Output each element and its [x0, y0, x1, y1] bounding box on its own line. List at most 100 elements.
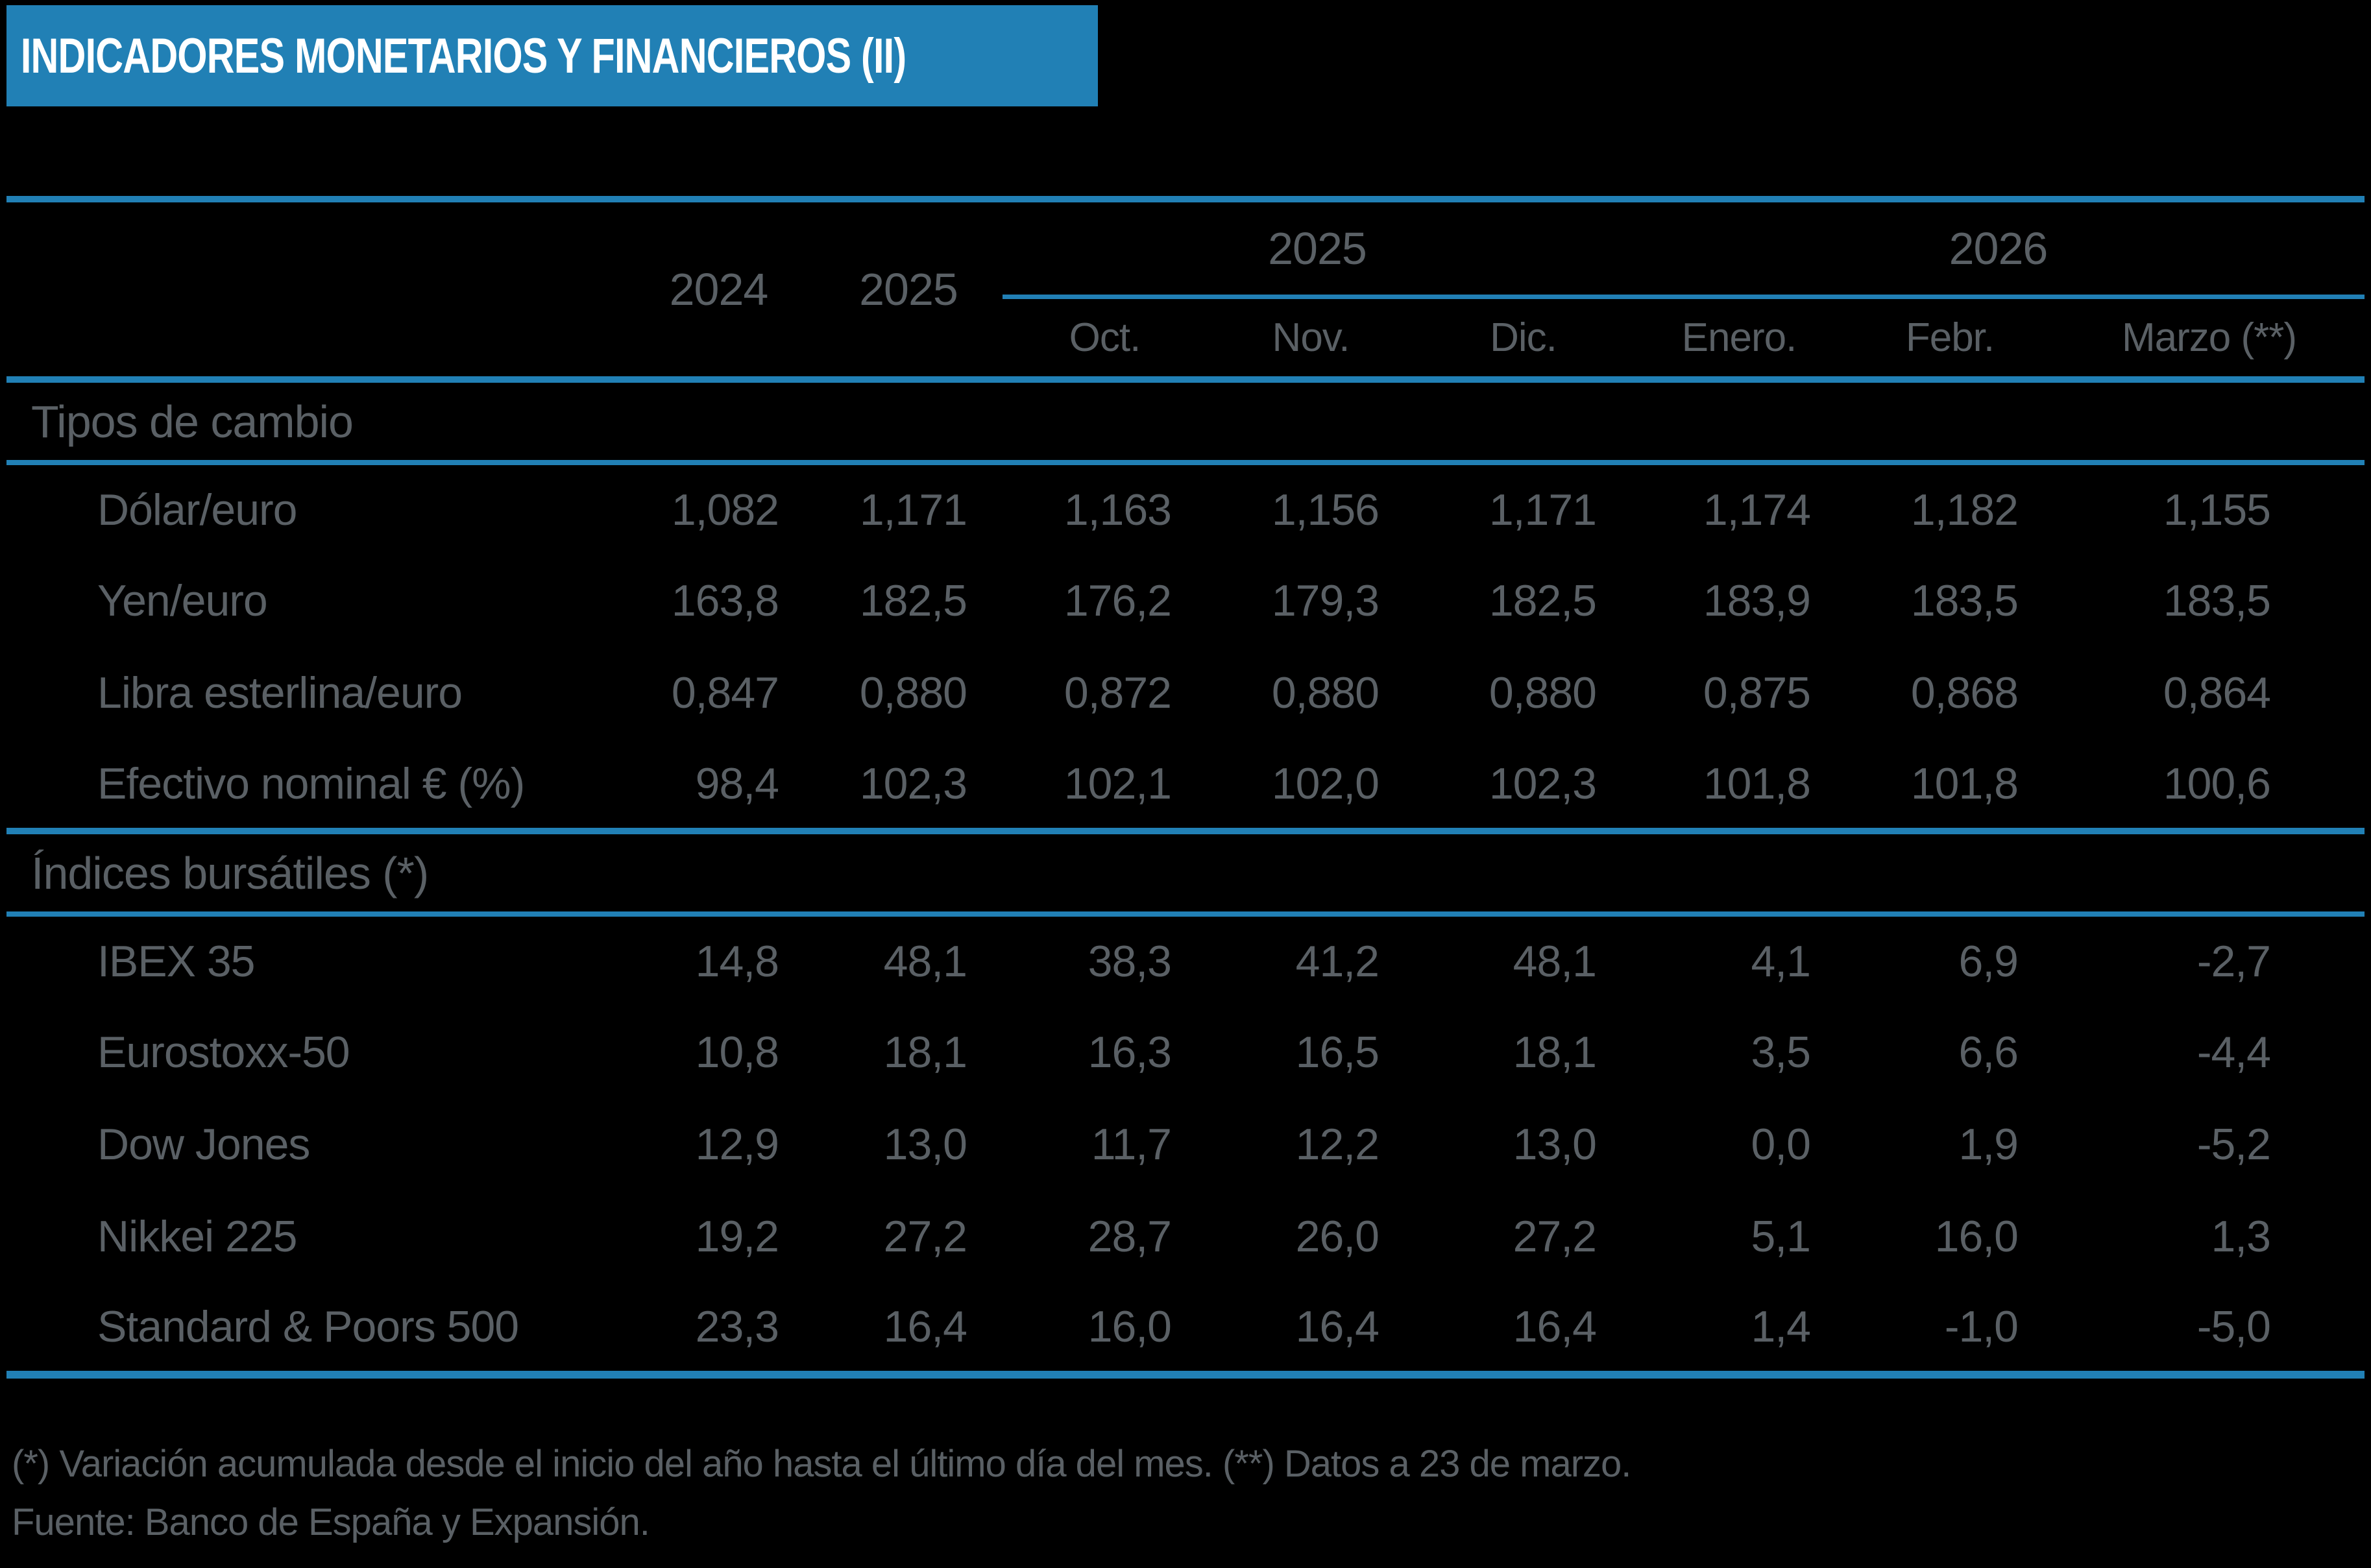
value-cell: 182,5 [1489, 576, 1597, 625]
value-cell: 183,9 [1703, 576, 1811, 625]
value-cell: 1,163 [1064, 485, 1172, 535]
value-cell: 0,868 [1910, 668, 2019, 718]
section-label: Índices bursátiles (*) [6, 831, 2365, 917]
value-cell: 16,0 [1934, 1212, 2019, 1261]
value-cell: 102,1 [1003, 739, 1207, 834]
value-cell: 6,6 [1958, 1028, 2019, 1077]
row-label: Yen/euro [97, 576, 268, 625]
value-cell: 183,5 [2163, 576, 2271, 625]
row-label: IBEX 35 [97, 937, 256, 986]
page-title: INDICADORES MONETARIOS Y FINANCIEROS (II… [20, 28, 906, 84]
value-cell: 0,0 [1751, 1120, 1811, 1169]
value-cell: 102,3 [814, 739, 1003, 834]
value-cell: 176,2 [1064, 576, 1172, 625]
value-cell: 27,2 [883, 1212, 967, 1261]
month-header-oct: Oct. [1003, 296, 1207, 383]
row-label: Eurostoxx-50 [97, 1028, 350, 1077]
value-cell: -2,7 [2196, 937, 2271, 986]
value-cell: 5,1 [1751, 1212, 1811, 1261]
value-cell: 23,3 [623, 1283, 814, 1379]
value-cell: 0,864 [2163, 668, 2271, 718]
value-cell: 0,880 [859, 668, 967, 718]
footnote-line: (*) Variación acumulada desde el inicio … [12, 1443, 1631, 1485]
section-row-tipos-de-cambio: Tipos de cambio [6, 380, 2365, 465]
value-cell: 12,9 [695, 1120, 779, 1169]
value-cell: 163,8 [671, 576, 779, 625]
table-row-libra-esterlina-euro: Libra esterlina/euro 0,847 0,880 0,872 0… [6, 647, 2365, 739]
table-row-dolar-euro: Dólar/euro 1,082 1,171 1,163 1,156 1,171… [6, 463, 2365, 555]
section-row-indices-bursatiles: Índices bursátiles (*) [6, 831, 2365, 917]
value-cell: 1,156 [1271, 485, 1380, 535]
table-row-yen-euro: Yen/euro 163,8 182,5 176,2 179,3 182,5 1… [6, 555, 2365, 647]
value-cell: 19,2 [695, 1212, 779, 1261]
value-cell: 48,1 [883, 937, 967, 986]
corner-cell [6, 199, 623, 383]
value-cell: 100,6 [2054, 739, 2365, 834]
value-cell: 13,0 [883, 1120, 967, 1169]
value-cell: 38,3 [1088, 937, 1172, 986]
month-header-enero: Enero. [1632, 296, 1846, 383]
value-cell: -4,4 [2196, 1028, 2271, 1077]
value-cell: 27,2 [1513, 1212, 1597, 1261]
header-month-row: Oct. Nov. Dic. Enero. Febr. Marzo (**) [6, 296, 2365, 383]
month-header-nov: Nov. [1207, 296, 1415, 383]
value-cell: 1,082 [671, 485, 779, 535]
title-bar: INDICADORES MONETARIOS Y FINANCIEROS (II… [6, 5, 1098, 106]
value-cell: -5,0 [2054, 1283, 2365, 1379]
month-header-febr: Febr. [1846, 296, 2054, 383]
row-label: Nikkei 225 [97, 1212, 298, 1261]
value-cell: 1,171 [859, 485, 967, 535]
table-row-standard-poors-500: Standard & Poors 500 23,3 16,4 16,0 16,4… [6, 1283, 2365, 1379]
value-cell: 0,880 [1489, 668, 1597, 718]
value-cell: 1,174 [1703, 485, 1811, 535]
value-cell: 28,7 [1088, 1212, 1172, 1261]
value-cell: 18,1 [1513, 1028, 1597, 1077]
table-row-efectivo-nominal: Efectivo nominal € (%) 98,4 102,3 102,1 … [6, 739, 2365, 834]
value-cell: 0,847 [671, 668, 779, 718]
value-cell: 4,1 [1751, 937, 1811, 986]
value-cell: 16,4 [814, 1283, 1003, 1379]
value-cell: -5,2 [2196, 1120, 2271, 1169]
section-label: Tipos de cambio [6, 380, 2365, 465]
footnotes: (*) Variación acumulada desde el inicio … [12, 1435, 1631, 1552]
header-group-row: 2024 2025 2025 2026 [6, 199, 2365, 383]
source-line: Fuente: Banco de España y Expansión. [12, 1501, 650, 1543]
table-row-nikkei-225: Nikkei 225 19,2 27,2 28,7 26,0 27,2 5,1 … [6, 1190, 2365, 1283]
table-wrap: 2024 2025 2025 2026 Oct. Nov. Dic. Enero… [6, 196, 2365, 1379]
value-cell: 182,5 [859, 576, 967, 625]
value-cell: 1,182 [1910, 485, 2019, 535]
value-cell: 0,880 [1271, 668, 1380, 718]
indicators-table: 2024 2025 2025 2026 Oct. Nov. Dic. Enero… [6, 196, 2365, 1379]
value-cell: 16,4 [1207, 1283, 1415, 1379]
value-cell: 183,5 [1910, 576, 2019, 625]
value-cell: 0,872 [1064, 668, 1172, 718]
value-cell: 16,4 [1415, 1283, 1632, 1379]
value-cell: 3,5 [1751, 1028, 1811, 1077]
value-cell: 102,3 [1415, 739, 1632, 834]
year-header-2024: 2024 [623, 199, 814, 383]
table-row-eurostoxx-50: Eurostoxx-50 10,8 18,1 16,3 16,5 18,1 3,… [6, 1006, 2365, 1098]
year-header-2025: 2025 [814, 199, 1003, 383]
group-header-2026: 2026 [1632, 199, 2365, 299]
value-cell: -1,0 [1846, 1283, 2054, 1379]
value-cell: 13,0 [1513, 1120, 1597, 1169]
value-cell: 48,1 [1513, 937, 1597, 986]
value-cell: 6,9 [1958, 937, 2019, 986]
row-label: Dólar/euro [97, 485, 298, 535]
value-cell: 1,3 [2211, 1212, 2271, 1261]
row-label: Standard & Poors 500 [6, 1283, 623, 1379]
row-label: Libra esterlina/euro [97, 668, 463, 718]
value-cell: 18,1 [883, 1028, 967, 1077]
value-cell: 26,0 [1295, 1212, 1380, 1261]
value-cell: 101,8 [1632, 739, 1846, 834]
month-header-dic: Dic. [1415, 296, 1632, 383]
value-cell: 1,9 [1958, 1120, 2019, 1169]
value-cell: 12,2 [1295, 1120, 1380, 1169]
value-cell: 11,7 [1091, 1120, 1172, 1169]
value-cell: 16,0 [1003, 1283, 1207, 1379]
row-label: Efectivo nominal € (%) [6, 739, 623, 834]
value-cell: 41,2 [1295, 937, 1380, 986]
row-label: Dow Jones [97, 1120, 310, 1169]
value-cell: 10,8 [695, 1028, 779, 1077]
